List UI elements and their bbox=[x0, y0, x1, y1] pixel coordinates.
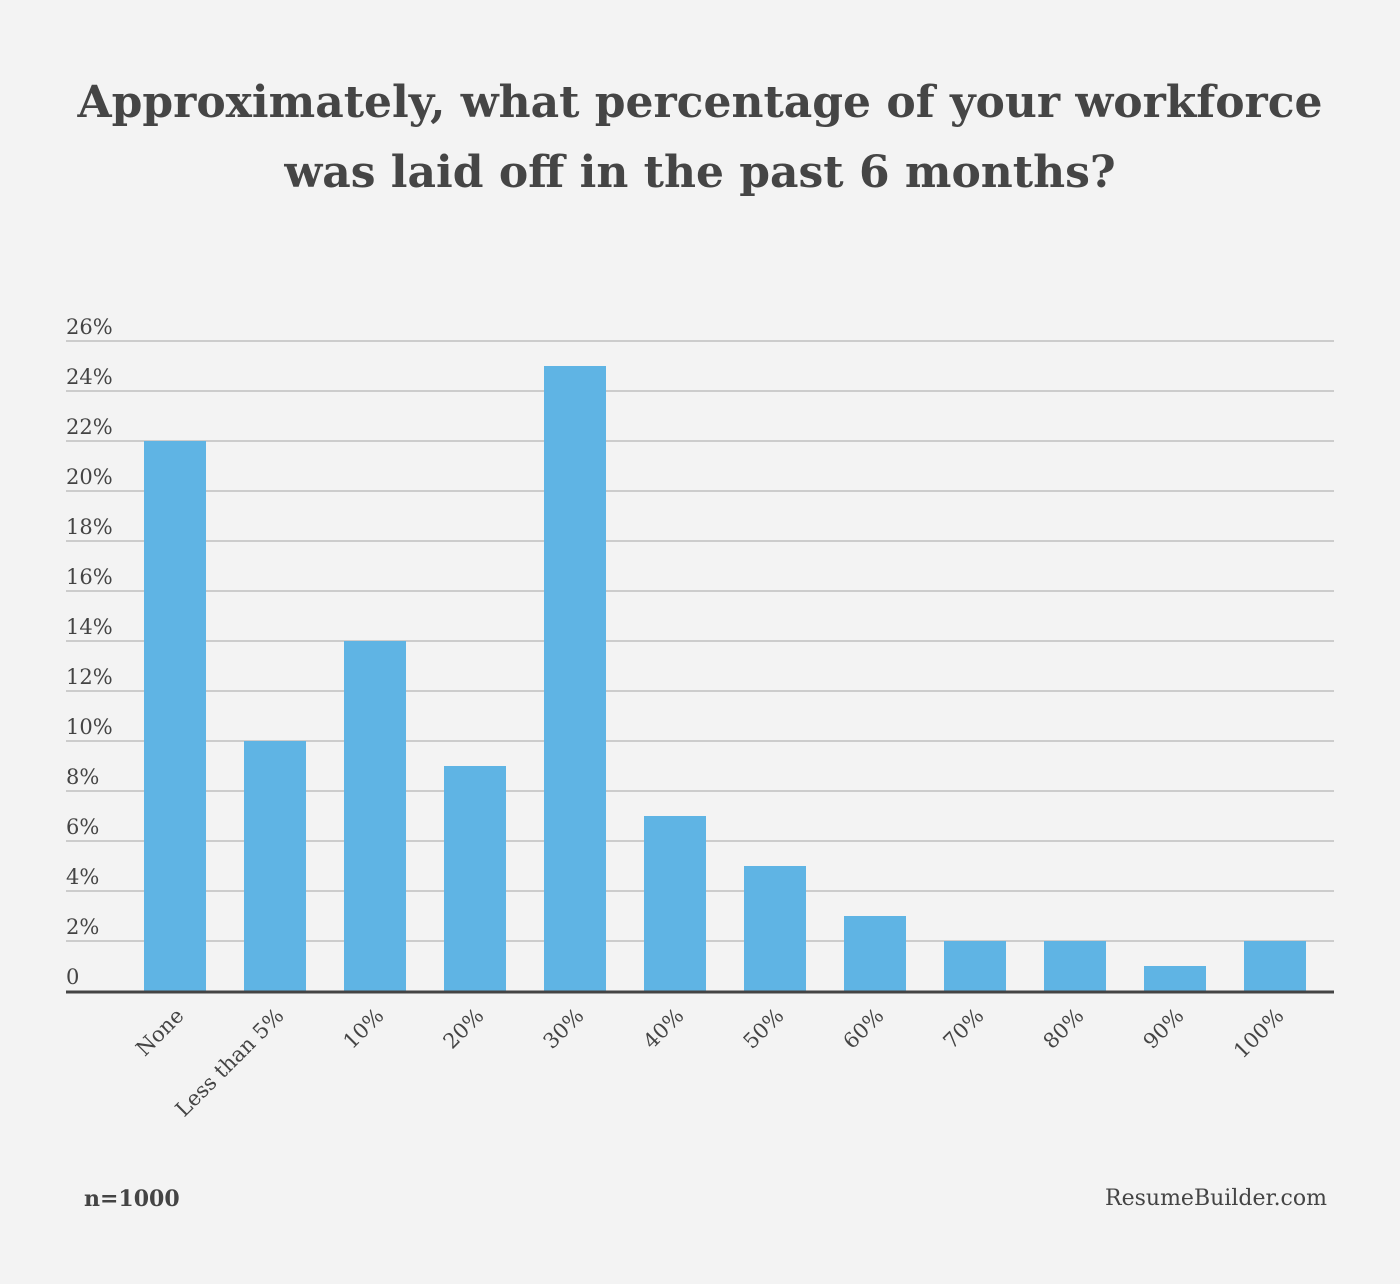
bar bbox=[844, 916, 906, 991]
chart-title-line-2: was laid off in the past 6 months? bbox=[284, 147, 1116, 198]
bar bbox=[444, 766, 506, 991]
x-tick-label: 10% bbox=[339, 1004, 389, 1054]
y-tick-label: 4% bbox=[66, 865, 99, 889]
x-tick-label: 100% bbox=[1229, 1004, 1288, 1063]
x-tick-label: 40% bbox=[639, 1004, 689, 1054]
x-tick-label: Less than 5% bbox=[171, 1004, 289, 1122]
y-tick-label: 0 bbox=[66, 965, 79, 989]
y-tick-label: 14% bbox=[66, 615, 113, 639]
chart-title-line-1: Approximately, what percentage of your w… bbox=[77, 77, 1323, 128]
y-tick-label: 22% bbox=[66, 415, 113, 439]
bar bbox=[144, 441, 206, 991]
bar bbox=[644, 816, 706, 991]
y-tick-label: 6% bbox=[66, 815, 99, 839]
x-tick-label: 60% bbox=[839, 1004, 889, 1054]
x-tick-label: 30% bbox=[539, 1004, 589, 1054]
y-tick-label: 16% bbox=[66, 565, 113, 589]
y-tick-label: 20% bbox=[66, 465, 113, 489]
x-tick-label: 20% bbox=[439, 1004, 489, 1054]
bar bbox=[1044, 941, 1106, 991]
bar bbox=[344, 641, 406, 991]
bars bbox=[144, 366, 1306, 991]
chart-title: Approximately, what percentage of your w… bbox=[0, 68, 1400, 208]
bar bbox=[544, 366, 606, 991]
bar bbox=[744, 866, 806, 991]
x-tick-label: 80% bbox=[1039, 1004, 1089, 1054]
x-tick-label: 90% bbox=[1139, 1004, 1189, 1054]
y-tick-label: 24% bbox=[66, 365, 113, 389]
y-axis-tick-labels: 0 2% 4% 6% 8% 10% 12% 14% 16% 18% 20% 22% 24% 26% bbox=[66, 315, 113, 989]
x-tick-label: 70% bbox=[939, 1004, 989, 1054]
bar bbox=[944, 941, 1006, 991]
bar bbox=[244, 741, 306, 991]
source-credit: ResumeBuilder.com bbox=[1105, 1186, 1327, 1211]
y-tick-label: 26% bbox=[66, 315, 113, 339]
y-tick-label: 8% bbox=[66, 765, 99, 789]
y-tick-label: 18% bbox=[66, 515, 113, 539]
x-tick-label: 50% bbox=[739, 1004, 789, 1054]
x-tick-label: None bbox=[131, 1004, 188, 1061]
bar bbox=[1144, 966, 1206, 991]
y-tick-label: 10% bbox=[66, 715, 113, 739]
sample-size-note: n=1000 bbox=[84, 1186, 180, 1212]
y-tick-label: 2% bbox=[66, 915, 99, 939]
bar bbox=[1244, 941, 1306, 991]
y-tick-label: 12% bbox=[66, 665, 113, 689]
